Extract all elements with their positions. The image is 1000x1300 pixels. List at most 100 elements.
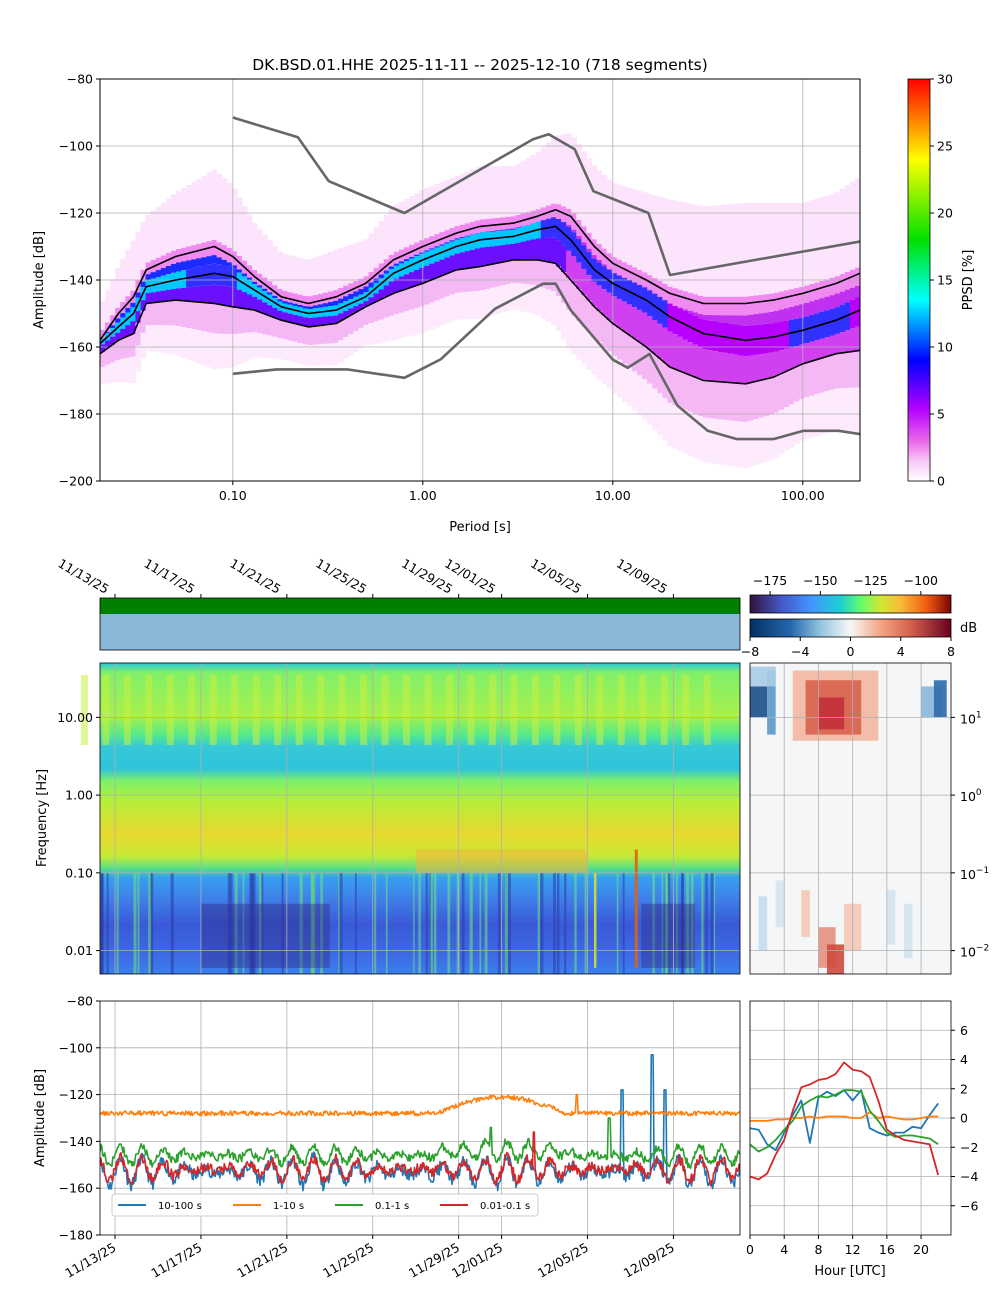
ppsd-density-column	[297, 343, 304, 364]
diurnal-heatmap-cell	[775, 880, 785, 928]
ppsd-density-column	[130, 333, 137, 357]
ppsd-density-column	[297, 324, 304, 344]
ppsd-density-column	[404, 288, 410, 312]
ppsd-density-column	[743, 356, 750, 384]
spectrogram-event-streak	[252, 872, 256, 974]
spectrogram-daily-noise	[295, 675, 303, 745]
ppsd-density-column	[444, 179, 451, 231]
ppsd-density-column	[687, 292, 694, 311]
ppsd-density-column	[672, 405, 679, 449]
ppsd-density-column	[236, 307, 243, 334]
ppsd-density-column	[434, 246, 441, 248]
ppsd-density-column	[307, 306, 314, 310]
ppsd-density-column	[211, 255, 218, 264]
ppsd-density-column	[667, 199, 674, 287]
diurnal-colorbar-tick-label: −4	[791, 644, 809, 659]
ppsd-density-column	[535, 238, 542, 261]
timeseries-line-1-10-s	[100, 1093, 740, 1117]
ppsd-density-column	[160, 268, 167, 276]
ppsd-density-column	[515, 242, 522, 260]
ppsd-density-column	[753, 295, 760, 315]
ppsd-density-column	[611, 183, 618, 258]
ppsd-density-column	[849, 181, 856, 270]
spectrogram-y-ticks: 0.01 0.10 1.00 10.00	[57, 710, 100, 958]
ppsd-density-column	[621, 301, 628, 332]
ppsd-density-column	[647, 349, 653, 384]
ppsd-density-column	[621, 331, 628, 364]
ppsd-density-column	[718, 296, 724, 316]
ppsd-density-column	[799, 398, 805, 441]
ppsd-x-tick-label: 0.10	[219, 488, 247, 503]
ppsd-density-column	[844, 271, 851, 290]
ppsd-colorbar	[907, 78, 931, 482]
ppsd-density-column	[520, 259, 527, 284]
diurnal-heatmap-y-tick-label: 101	[960, 710, 982, 726]
spectrogram-daily-noise	[596, 675, 604, 745]
spectrogram-panel: 11/13/25 11/17/25 11/21/25 11/25/25 11/29/25…	[35, 556, 989, 975]
ppsd-density-column	[282, 321, 289, 340]
ppsd-density-column	[120, 313, 126, 318]
ppsd-density-column	[287, 313, 294, 323]
ppsd-density-column	[490, 264, 496, 288]
ppsd-density-column	[312, 344, 319, 366]
diurnal-lines-x-tick-label: 0	[746, 1242, 754, 1257]
ppsd-density-column	[333, 250, 339, 291]
timeseries-lines	[100, 1054, 740, 1192]
timeseries-y-ticks: −180 −160 −140 −120 −100 −80	[59, 994, 100, 1243]
ppsd-density-column	[566, 309, 572, 348]
spectrogram-event-streak	[148, 872, 152, 974]
ppsd-density-column	[708, 381, 714, 419]
ppsd-density-column	[155, 206, 162, 258]
spectrogram-daily-noise	[660, 675, 668, 745]
ppsd-density-column	[778, 373, 785, 410]
diurnal-heatmap-y-tick-label: 10−2	[960, 944, 989, 960]
ppsd-density-column	[794, 401, 800, 445]
ppsd-density-column	[773, 375, 780, 413]
diurnal-heatmap-cell	[933, 680, 947, 718]
ppsd-density-column	[525, 259, 532, 285]
ppsd-density-column	[611, 355, 618, 394]
spectrogram-event-streak	[339, 872, 343, 974]
ppsd-density-column	[368, 233, 375, 273]
timeseries-y-tick-label: −120	[59, 1087, 93, 1102]
spectrogram-daily-noise	[338, 675, 346, 745]
ppsd-density-column	[829, 277, 836, 296]
ppsd-density-column	[469, 291, 476, 320]
ppsd-density-column	[728, 382, 734, 421]
ppsd-density-column	[642, 272, 648, 290]
ppsd-density-column	[459, 237, 466, 239]
ppsd-density-column	[708, 296, 714, 316]
ppsd-density-column	[530, 259, 537, 285]
ppsd-density-column	[322, 324, 329, 344]
ppsd-density-column	[160, 290, 167, 302]
ppsd-density-column	[550, 137, 557, 204]
ppsd-density-column	[241, 292, 248, 309]
ppsd-density-column	[753, 354, 760, 382]
ppsd-density-column	[257, 299, 263, 313]
ppsd-density-column	[672, 334, 679, 370]
ppsd-density-column	[814, 198, 821, 283]
ppsd-density-column	[611, 296, 618, 325]
ppsd-density-column	[611, 324, 618, 356]
ppsd-density-column	[333, 300, 339, 306]
ppsd-density-column	[414, 308, 420, 335]
ppsd-density-column	[404, 274, 410, 289]
diurnal-lines-panel: 0 4 8 12 16 20 −6 −4 −2 0 2 4 6 Hour [UTC]	[746, 1000, 978, 1279]
ppsd-density-column	[125, 249, 131, 297]
ppsd-density-column	[312, 295, 319, 306]
ppsd-density-column	[105, 364, 111, 384]
ppsd-density-column	[733, 203, 739, 297]
ppsd-density-column	[733, 315, 739, 325]
spectrogram-event-streak	[106, 872, 109, 974]
ppsd-density-column	[738, 355, 745, 384]
ppsd-density-column	[241, 333, 248, 362]
ppsd-density-column	[677, 336, 684, 372]
ppsd-density-column	[743, 315, 750, 326]
ppsd-density-column	[363, 286, 370, 293]
ppsd-density-column	[768, 352, 775, 378]
ppsd-density-column	[257, 285, 263, 288]
diurnal-lines-x-tick-label: 8	[814, 1242, 822, 1257]
ppsd-density-column	[758, 202, 765, 295]
ppsd-density-column	[272, 245, 278, 286]
ppsd-density-column	[170, 300, 177, 326]
